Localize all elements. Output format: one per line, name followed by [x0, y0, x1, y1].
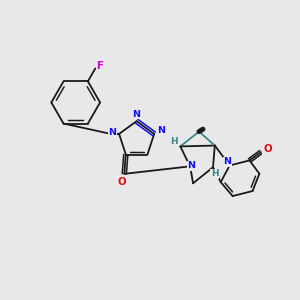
Text: N: N — [157, 125, 165, 134]
Text: O: O — [263, 144, 272, 154]
Text: F: F — [96, 61, 103, 71]
Text: N: N — [109, 128, 117, 137]
Text: O: O — [118, 177, 126, 187]
Text: N: N — [132, 110, 140, 119]
Text: N: N — [223, 158, 231, 166]
Text: H: H — [211, 169, 218, 178]
Text: N: N — [188, 161, 196, 170]
Text: H: H — [170, 137, 178, 146]
